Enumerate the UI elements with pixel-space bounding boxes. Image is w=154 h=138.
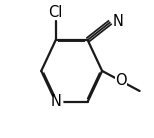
Text: N: N bbox=[50, 94, 61, 109]
Text: Cl: Cl bbox=[49, 5, 63, 20]
Text: N: N bbox=[112, 14, 123, 29]
Text: O: O bbox=[115, 73, 127, 88]
